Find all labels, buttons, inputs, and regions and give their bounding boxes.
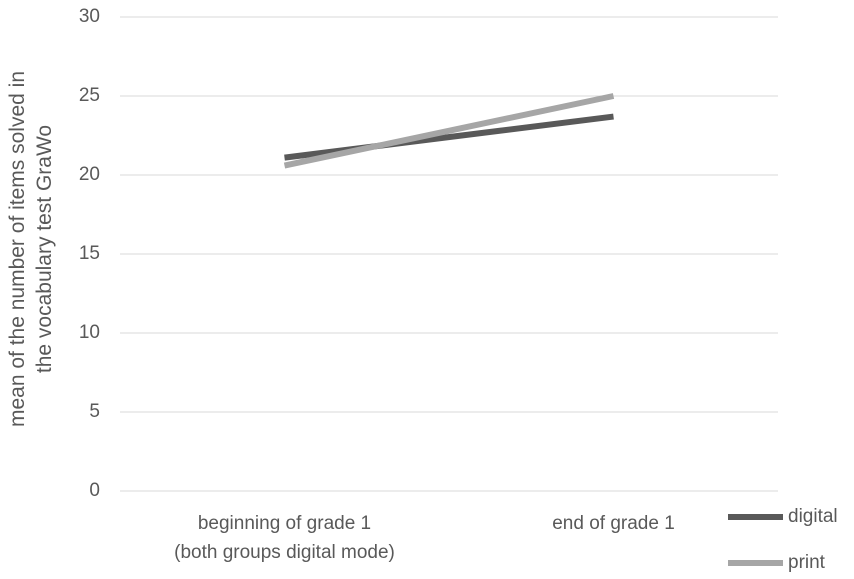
line — [283, 93, 615, 169]
y-tick-label: 25 — [79, 85, 100, 106]
y-tick-label: 15 — [79, 243, 100, 264]
y-tick-label: 5 — [89, 401, 100, 422]
legend-label: digital — [788, 506, 838, 527]
x-tick-label: end of grade 1 — [552, 513, 675, 534]
y-tick-label: 20 — [79, 164, 100, 185]
legend-label: print — [788, 552, 826, 573]
y-tick-label: 10 — [79, 322, 100, 343]
y-tick-label: 0 — [89, 480, 100, 501]
y-axis-label: mean of the number of items solved in th… — [6, 71, 56, 428]
line — [284, 113, 614, 161]
x-tick-label: beginning of grade 1 (both groups digita… — [174, 513, 395, 563]
y-tick-label: 30 — [79, 6, 100, 27]
